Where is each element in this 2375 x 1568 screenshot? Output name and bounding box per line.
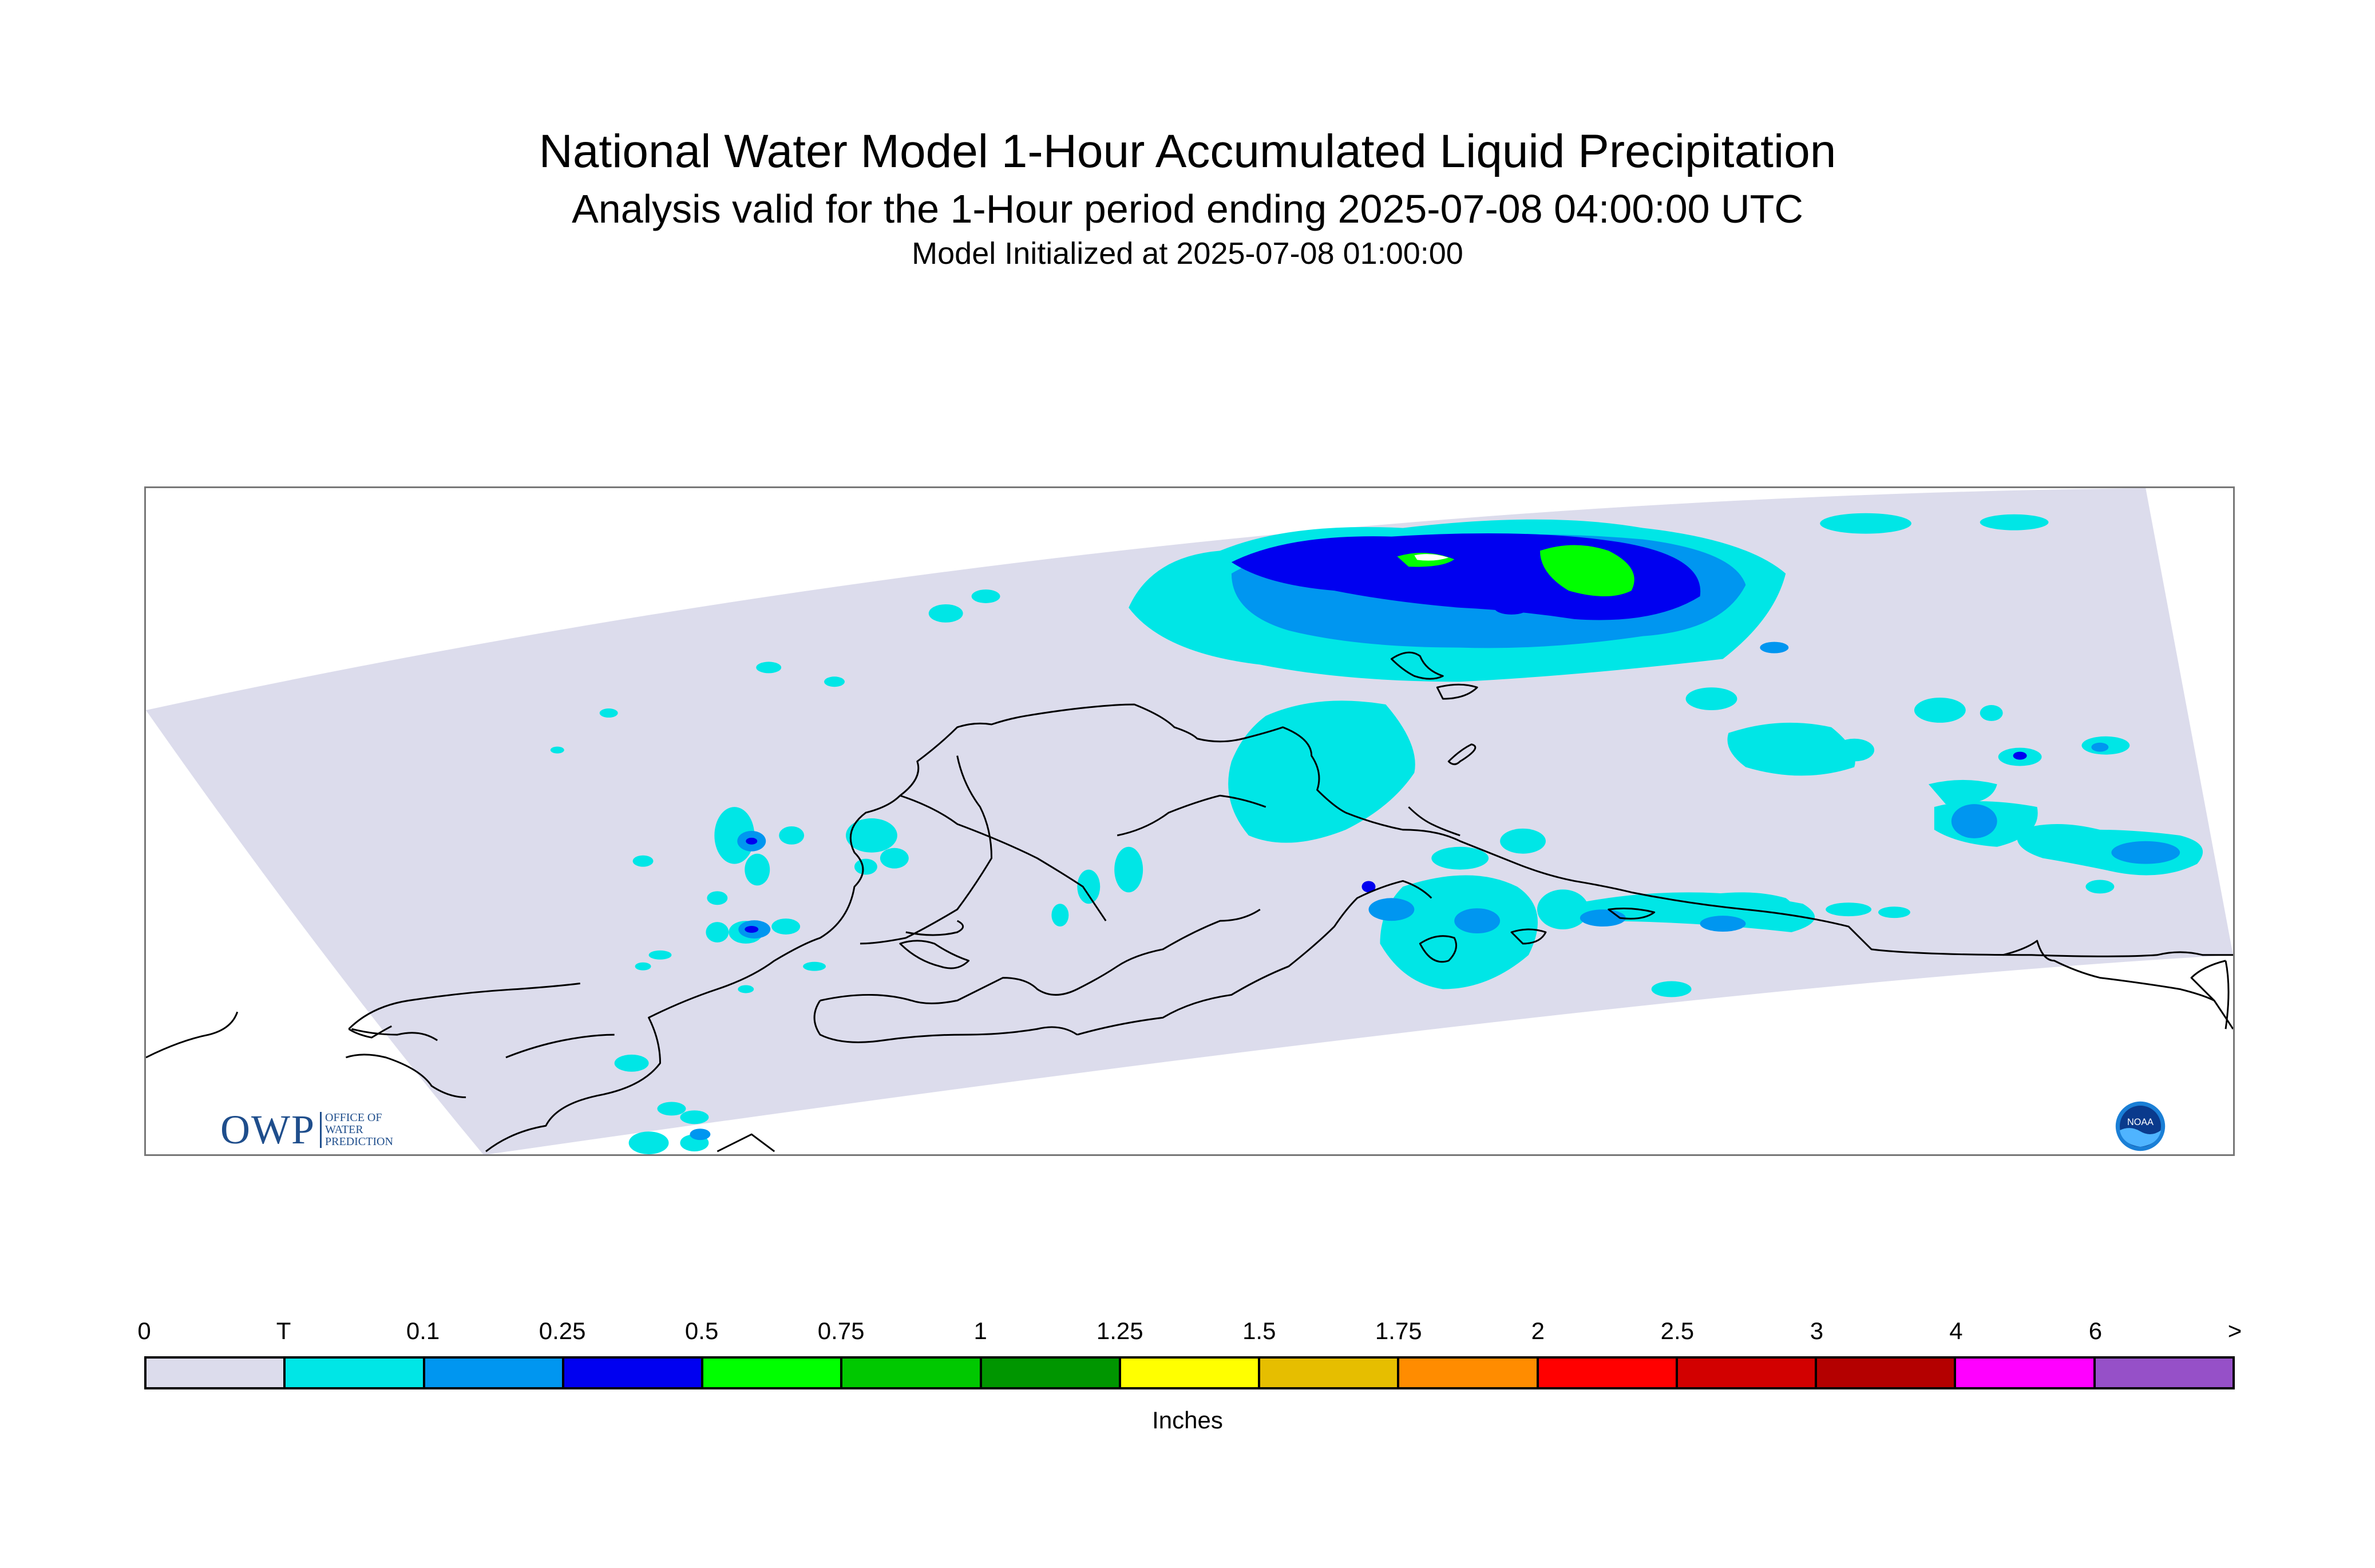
legend-tick-label: T (276, 1317, 291, 1344)
legend-swatch-10 (1538, 1359, 1678, 1387)
owp-text-line-3: PREDICTION (325, 1135, 393, 1148)
map-title: National Water Model 1-Hour Accumulated … (539, 125, 1836, 177)
precip-cell-north (1129, 519, 1786, 682)
noaa-logo-text: NOAA (2127, 1117, 2154, 1127)
legend-tick-label: 4 (1949, 1317, 1963, 1344)
map-canvas (146, 488, 2233, 1154)
owp-text-line-1: OFFICE OF (325, 1111, 382, 1124)
legend-swatch-6 (981, 1359, 1121, 1387)
legend-tick-label: 3 (1810, 1317, 1824, 1344)
legend-swatch-12 (1817, 1359, 1957, 1387)
legend-swatch-11 (1677, 1359, 1818, 1387)
legend-tick-label: 0 (137, 1317, 151, 1344)
owp-mark: OWP (220, 1107, 315, 1153)
legend-tick-label: 0.5 (684, 1317, 719, 1344)
legend-tick-label: 0.25 (539, 1317, 586, 1344)
legend-swatch-13 (1956, 1359, 2096, 1387)
legend-swatch-14 (2095, 1359, 2232, 1387)
legend-swatch-9 (1399, 1359, 1539, 1387)
map-subtitle: Analysis valid for the 1-Hour period end… (572, 187, 1803, 231)
legend-swatch-8 (1260, 1359, 1400, 1387)
legend-tick-label: 2.5 (1660, 1317, 1695, 1344)
legend-swatch-5 (842, 1359, 982, 1387)
legend-swatch-7 (1121, 1359, 1261, 1387)
legend-swatch-4 (703, 1359, 843, 1387)
coastlines (146, 651, 2233, 1153)
precipitation-map: OWP OFFICE OF WATER PREDICTION NOAA (144, 486, 2235, 1156)
legend-tick-label: 0.1 (406, 1317, 440, 1344)
legend-tick-label: 6 (2088, 1317, 2103, 1344)
legend-tick-label: 0.75 (817, 1317, 865, 1344)
precip-cores (690, 581, 2180, 1141)
noaa-logo: NOAA (2115, 1101, 2166, 1151)
legend-swatch-1 (286, 1359, 425, 1387)
legend-swatch-3 (564, 1359, 704, 1387)
legend-swatch-2 (425, 1359, 564, 1387)
legend-units: Inches (1152, 1407, 1223, 1434)
legend-colorbar (144, 1356, 2235, 1389)
legend-tick-label: 1.25 (1096, 1317, 1143, 1344)
owp-text-line-2: WATER (325, 1123, 363, 1136)
legend-swatch-0 (147, 1359, 286, 1387)
owp-logo: OWP OFFICE OF WATER PREDICTION (220, 1106, 393, 1154)
owp-text: OFFICE OF WATER PREDICTION (320, 1112, 393, 1148)
model-init-time: Model Initialized at 2025-07-08 01:00:00 (912, 236, 1463, 271)
legend-tick-label: > (2227, 1317, 2242, 1344)
legend-tick-label: 1 (973, 1317, 987, 1344)
legend-tick-label: 1.75 (1375, 1317, 1422, 1344)
legend-tick-label: 1.5 (1242, 1317, 1276, 1344)
legend-tick-label: 2 (1531, 1317, 1545, 1344)
